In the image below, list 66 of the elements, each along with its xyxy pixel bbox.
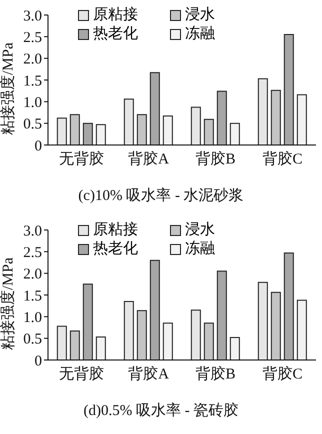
y-tick-label: 1.0 xyxy=(23,94,42,111)
legend-label: 浸水 xyxy=(185,6,215,25)
y-tick-label: 3.0 xyxy=(23,223,42,240)
bar xyxy=(56,326,67,360)
bar xyxy=(82,122,93,145)
bar xyxy=(150,72,160,145)
bar xyxy=(258,78,268,145)
legend-label: 浸水 xyxy=(185,221,215,240)
legend-label: 冻融 xyxy=(185,240,215,259)
bar xyxy=(124,301,134,360)
bar xyxy=(270,90,281,145)
text: (c)10% 吸水率 - 水泥砂浆 xyxy=(77,186,245,205)
bar xyxy=(296,94,307,145)
legend-label: 冻融 xyxy=(185,25,215,44)
y-tick-label: 1.5 xyxy=(23,288,42,304)
bar xyxy=(270,292,281,360)
y-tick-label: 1.5 xyxy=(23,73,42,90)
bar xyxy=(136,114,147,145)
bar xyxy=(70,114,80,145)
y-tick-label: 0.5 xyxy=(23,116,42,133)
bar xyxy=(216,90,227,145)
legend-label: 热老化 xyxy=(93,25,138,44)
bar xyxy=(162,115,173,145)
x-tick-label: 背胶A xyxy=(128,150,170,168)
y-tick-label: 2.5 xyxy=(23,244,42,261)
bar xyxy=(284,34,294,145)
legend-label: 原粘接 xyxy=(93,6,138,25)
bar xyxy=(204,118,214,145)
y-tick-label: 0.5 xyxy=(23,332,42,348)
bar xyxy=(162,322,173,360)
x-tick-label: 背胶C xyxy=(262,150,303,168)
y-tick-label: 3.0 xyxy=(23,8,42,24)
bar xyxy=(96,124,106,145)
y-tick-label: 1.0 xyxy=(23,310,42,326)
bar xyxy=(230,122,240,145)
legend-label: 热老化 xyxy=(93,240,138,259)
bar xyxy=(56,118,67,145)
x-tick-label: 无背胶 xyxy=(59,150,104,168)
bar xyxy=(296,300,307,360)
bar xyxy=(70,330,80,360)
x-tick-label: 背胶B xyxy=(195,150,236,168)
text: (d)0.5% 吸水率 - 瓷砖胶 xyxy=(82,401,240,420)
bar xyxy=(284,252,294,360)
y-tick-label: 2.0 xyxy=(23,52,42,68)
y-axis-title: 粘接强度/MPa xyxy=(0,257,16,350)
bar xyxy=(190,310,201,360)
bar xyxy=(204,322,214,360)
bar xyxy=(96,336,106,360)
x-tick-label: 无背胶 xyxy=(59,366,104,383)
x-tick-label: 背胶A xyxy=(128,366,170,383)
legend-label: 原粘接 xyxy=(93,221,138,240)
y-tick-label: 0 xyxy=(34,138,42,154)
bar xyxy=(258,282,268,360)
bar xyxy=(82,284,93,360)
bar xyxy=(190,106,201,145)
y-tick-label: 0 xyxy=(34,353,42,370)
bar xyxy=(230,336,240,360)
x-tick-label: 背胶B xyxy=(195,366,236,383)
x-tick-label: 背胶C xyxy=(262,366,303,383)
bar xyxy=(216,270,227,360)
y-axis-title: 粘接强度/MPa xyxy=(0,42,16,135)
bar xyxy=(124,98,134,145)
bar xyxy=(136,310,147,360)
y-tick-label: 2.5 xyxy=(23,30,42,46)
bar xyxy=(150,260,160,360)
y-tick-label: 2.0 xyxy=(23,266,42,283)
